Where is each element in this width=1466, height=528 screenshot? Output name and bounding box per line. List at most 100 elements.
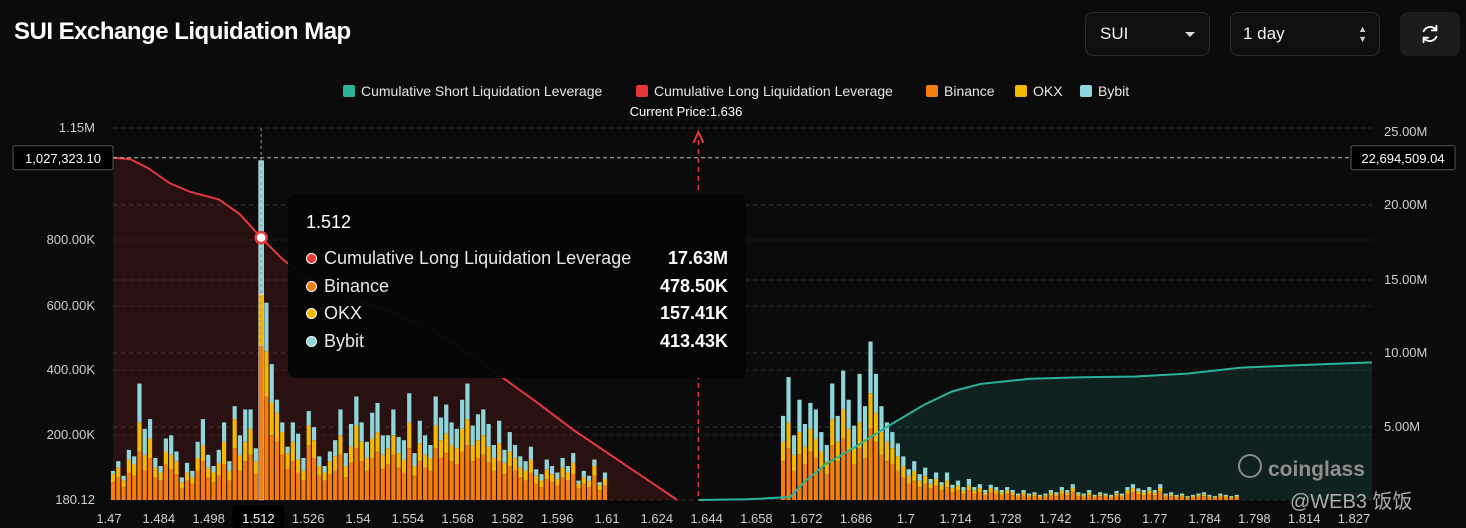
short-bar-bybit: [1087, 489, 1092, 493]
long-bar-bybit: [317, 456, 322, 467]
short-bar-binance: [1179, 496, 1185, 500]
tooltip-value: 157.41K: [659, 303, 728, 324]
short-bar-bybit: [1163, 493, 1168, 496]
short-bar-binance: [1005, 493, 1010, 500]
long-bar-bybit: [184, 462, 190, 473]
y-left-tick: 1.15M: [59, 120, 95, 135]
short-bar-bybit: [972, 487, 977, 491]
long-bar-binance: [502, 474, 507, 500]
long-bar-bybit: [158, 466, 163, 473]
long-bar-okx: [322, 472, 327, 481]
short-bar-binance: [966, 490, 972, 500]
short-bar-binance: [1218, 496, 1223, 500]
short-bar-bybit: [1016, 493, 1021, 496]
refresh-button[interactable]: [1400, 12, 1460, 56]
short-bar-okx: [1136, 491, 1141, 495]
long-bar-okx: [565, 472, 571, 481]
long-bar-okx: [481, 435, 486, 455]
long-bar-bybit: [560, 457, 565, 468]
short-bar-bybit: [879, 406, 884, 433]
tooltip-value: 478.50K: [659, 275, 728, 296]
short-bar-okx: [824, 461, 829, 475]
long-bar-okx: [486, 446, 491, 463]
short-bar-okx: [808, 428, 813, 452]
long-bar-binance: [163, 464, 168, 500]
long-bar-binance: [359, 461, 364, 500]
long-bar-okx: [433, 425, 438, 449]
long-bar-bybit: [110, 470, 116, 475]
short-bar-binance: [852, 464, 857, 500]
short-bar-bybit: [1097, 492, 1103, 495]
short-bar-okx: [1114, 493, 1119, 496]
interval-select[interactable]: 1 day ▲ ▼: [1230, 12, 1380, 56]
short-bar-binance: [846, 451, 851, 500]
short-bar-okx: [966, 485, 972, 491]
marker-left-value: 1,027,323.10: [25, 151, 101, 166]
short-bar-bybit: [1021, 489, 1026, 493]
long-bar-bybit: [169, 435, 174, 455]
long-bar-okx: [116, 467, 121, 478]
long-bar-bybit: [153, 457, 158, 468]
x-tick: 1.756: [1089, 511, 1122, 526]
long-bar-bybit: [396, 436, 401, 454]
short-bar-binance: [841, 438, 846, 500]
long-bar-okx: [571, 462, 576, 475]
short-bar-okx: [1097, 494, 1103, 497]
short-bar-bybit: [1076, 492, 1081, 495]
x-tick: 1.624: [641, 511, 674, 526]
short-bar-binance: [1141, 495, 1146, 500]
long-bar-bybit: [327, 451, 332, 462]
long-bar-okx: [385, 448, 391, 465]
liquidation-bars: [110, 160, 1239, 501]
long-bar-binance: [380, 469, 385, 500]
y-right-tick: 5.00M: [1384, 419, 1420, 434]
long-bar-okx: [232, 419, 237, 449]
short-bar-okx: [1229, 497, 1234, 499]
long-bar-binance: [518, 477, 523, 500]
long-bar-binance: [407, 448, 412, 500]
short-bar-binance: [1043, 496, 1048, 500]
short-bar-bybit: [841, 370, 846, 410]
long-bar-okx: [401, 459, 407, 473]
short-bar-okx: [1070, 488, 1075, 492]
short-bar-okx: [955, 485, 961, 491]
short-bar-okx: [1021, 492, 1026, 496]
short-bar-bybit: [786, 377, 791, 423]
long-bar-okx: [190, 477, 195, 484]
short-bar-okx: [1065, 492, 1070, 496]
short-bar-bybit: [780, 415, 786, 442]
short-bar-okx: [873, 412, 879, 442]
short-bar-bybit: [1218, 493, 1223, 496]
long-bar-binance: [491, 470, 496, 500]
long-bar-okx: [317, 466, 322, 476]
short-bar-bybit: [917, 474, 922, 481]
long-bar-bybit: [216, 449, 221, 463]
short-bar-okx: [819, 451, 824, 468]
long-bar-okx: [412, 466, 417, 476]
short-bar-okx: [1059, 490, 1064, 494]
long-bar-okx: [327, 461, 332, 475]
short-bar-bybit: [884, 422, 890, 442]
long-bar-okx: [290, 441, 295, 462]
short-bar-okx: [1043, 495, 1048, 497]
long-bar-bybit: [280, 422, 285, 433]
long-bar-bybit: [322, 466, 327, 473]
short-bar-bybit: [1065, 489, 1070, 493]
legend-swatch: [343, 85, 355, 97]
long-bar-okx: [348, 446, 354, 463]
short-bar-binance: [988, 491, 993, 500]
short-bar-binance: [1010, 495, 1015, 500]
short-bar-binance: [944, 487, 950, 500]
short-bar-bybit: [1223, 494, 1228, 497]
short-bar-okx: [1234, 496, 1239, 498]
long-bar-binance: [137, 451, 142, 500]
long-bar-okx: [359, 441, 364, 462]
long-bar-binance: [465, 445, 470, 500]
short-bar-okx: [906, 475, 911, 484]
long-bar-binance: [184, 480, 190, 500]
long-bar-bybit: [460, 399, 465, 429]
symbol-select[interactable]: SUI: [1085, 12, 1210, 56]
long-bar-bybit: [438, 417, 444, 441]
legend-label: Binance: [944, 83, 995, 99]
short-bar-binance: [1092, 497, 1097, 500]
